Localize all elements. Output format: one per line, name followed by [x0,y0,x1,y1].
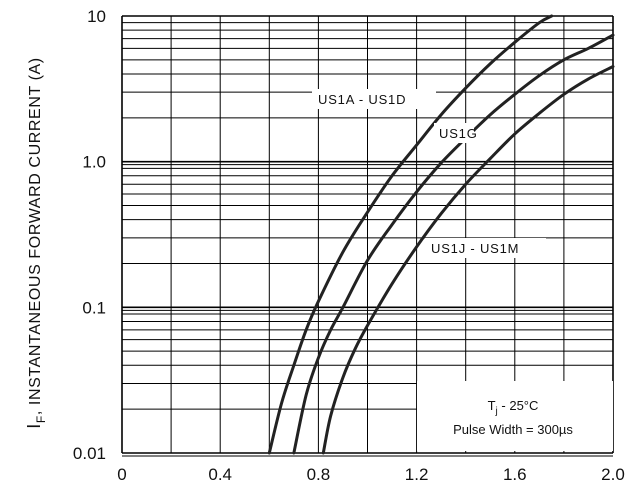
series-label-us1g: US1G [439,126,478,141]
y-tick-label: 0.01 [73,444,106,463]
conditions-temperature: Tj - 25°C [488,398,539,417]
x-tick-label: 0 [117,465,126,484]
x-tick-label: 1.6 [503,465,527,484]
x-tick-label: 2.0 [601,465,625,484]
series-layer [267,14,615,455]
series-label-bg [312,89,436,109]
y-tick-label: 0.1 [82,298,106,317]
x-axis-ticks: 0 0.4 0.8 1.2 1.6 2.0 [117,465,625,484]
x-tick-label: 1.2 [405,465,429,484]
x-tick-label: 0.8 [307,465,331,484]
conditions-note-bg [417,381,613,451]
conditions-pulse-width: Pulse Width = 300µs [453,422,573,437]
series-label-us1j-us1m: US1J - US1M [431,241,519,256]
series-label-bg [434,123,474,143]
series-labels: US1A - US1D US1G US1J - US1M [312,89,546,258]
y-tick-label: 10 [87,7,106,26]
series-line-us1j-us1m [321,65,615,455]
x-tick-label: 0.4 [208,465,232,484]
series-line-us1g [292,33,615,455]
series-label-us1a-us1d: US1A - US1D [318,92,406,107]
y-axis-ticks: 0.01 0.1 1.0 10 [73,7,106,463]
y-axis-label: IF, INSTANTANEOUS FORWARD CURRENT (A) [24,57,48,428]
series-label-bg [425,238,546,258]
series-line-us1a-us1d [267,14,554,455]
conditions-note: Tj - 25°C Pulse Width = 300µs [417,381,613,451]
y-tick-label: 1.0 [82,153,106,172]
